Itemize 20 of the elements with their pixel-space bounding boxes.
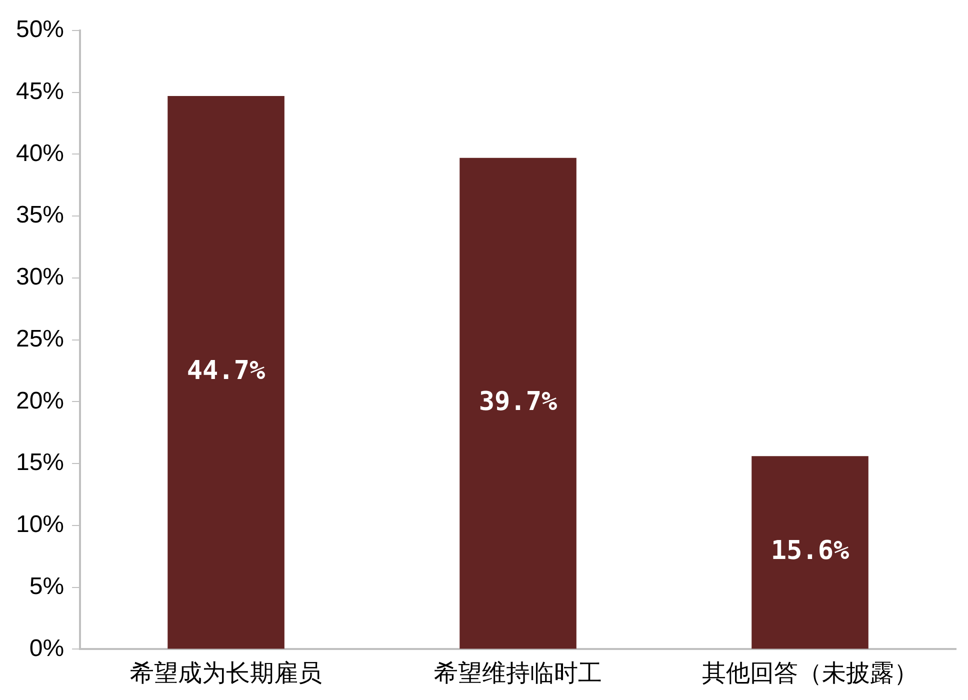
y-tick-label: 10% [16, 511, 64, 538]
bar [752, 456, 868, 649]
y-tick-label: 20% [16, 387, 64, 414]
y-tick-label: 25% [16, 325, 64, 352]
y-tick-label: 15% [16, 449, 64, 476]
y-tick-label: 45% [16, 78, 64, 105]
y-tick-label: 40% [16, 140, 64, 167]
data-label: 44.7% [186, 356, 266, 386]
bar [168, 96, 284, 649]
data-label: 15.6% [770, 536, 850, 566]
bar [460, 158, 576, 649]
y-tick-label: 30% [16, 264, 64, 291]
x-tick-label: 希望维持临时工 [434, 658, 602, 687]
x-tick-label: 希望成为长期雇员 [130, 658, 322, 687]
y-tick-label: 0% [29, 634, 64, 662]
x-tick-label: 其他回答（未披露） [702, 658, 918, 687]
y-tick-label: 5% [29, 572, 64, 600]
y-tick-label: 50% [16, 16, 64, 44]
y-tick-label: 35% [16, 202, 64, 229]
data-label: 39.7% [478, 387, 558, 418]
